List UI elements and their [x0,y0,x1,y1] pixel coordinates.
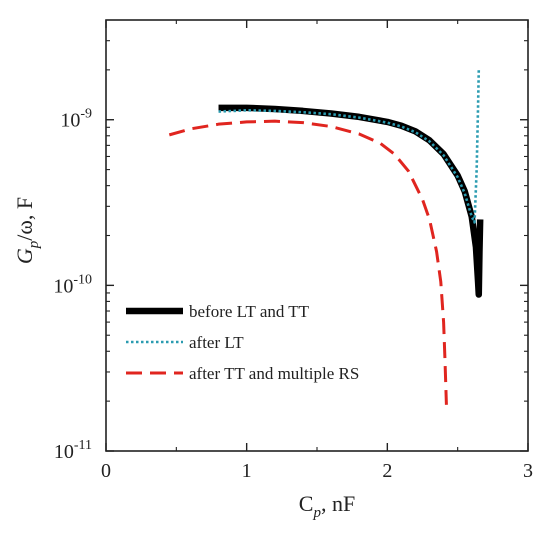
x-tick-label: 2 [382,460,392,482]
series-line-3 [168,119,448,405]
y-tick-label: 10-10 [53,272,92,297]
series-line-1 [218,104,484,298]
legend-label-1: before LT and TT [189,302,310,321]
legend-label-3: after TT and multiple RS [189,364,359,383]
legend: before LT and TT after LT after TT and mul… [126,302,359,383]
y-tick-label: 10-9 [60,107,92,132]
x-axis-label: Cp, nF [299,491,355,521]
x-tick-label: 0 [101,460,111,482]
legend-label-2: after LT [189,333,244,352]
plot-frame [105,19,529,452]
x-tick-label: 1 [242,460,252,482]
y-tick-label: 10-11 [54,438,92,463]
axes-layer: 0 1 2 3 10-11 10-10 10-9 [53,19,533,482]
y-axis-label: Gp/ω, F [12,197,42,264]
x-tick-label: 3 [523,460,533,482]
series-layer [168,69,484,405]
axis-labels-layer: Cp, nF Gp/ω, F [12,197,355,521]
